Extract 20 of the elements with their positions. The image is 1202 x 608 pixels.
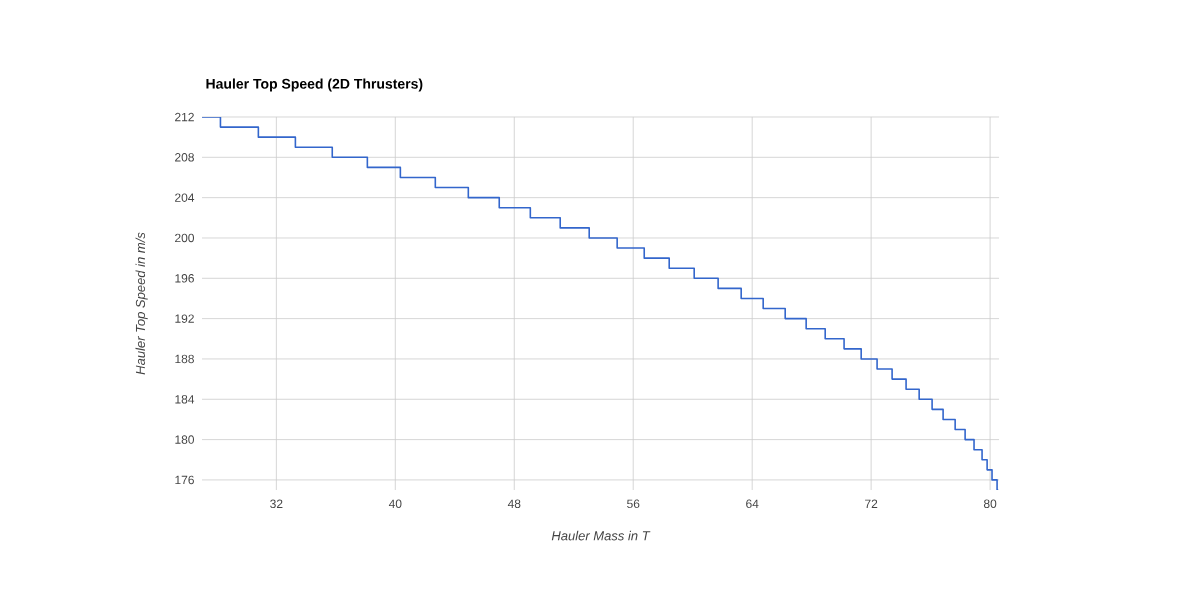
- x-tick-label: 64: [746, 499, 759, 509]
- y-axis-title: Hauler Top Speed in m/s: [135, 232, 148, 375]
- x-tick-label: 48: [507, 499, 521, 509]
- y-tick-label: 208: [175, 153, 194, 162]
- x-tick-label: 72: [865, 499, 878, 508]
- y-tick-label: 180: [175, 435, 195, 444]
- y-tick-label: 204: [175, 193, 195, 202]
- y-tick-label: 188: [175, 354, 194, 364]
- x-axis-title: Hauler Mass in T: [551, 530, 651, 541]
- y-tick-label: 176: [175, 475, 194, 485]
- x-tick-label: 80: [983, 499, 997, 509]
- chart-title: Hauler Top Speed (2D Thrusters): [206, 78, 423, 92]
- y-tick-label: 196: [175, 274, 194, 283]
- x-tick-label: 32: [270, 499, 283, 509]
- y-tick-label: 200: [175, 233, 195, 243]
- y-tick-label: 212: [175, 112, 194, 122]
- y-tick-label: 192: [175, 314, 194, 323]
- x-tick-label: 40: [388, 499, 402, 509]
- y-tick-label: 184: [175, 395, 195, 404]
- x-tick-label: 56: [627, 499, 640, 509]
